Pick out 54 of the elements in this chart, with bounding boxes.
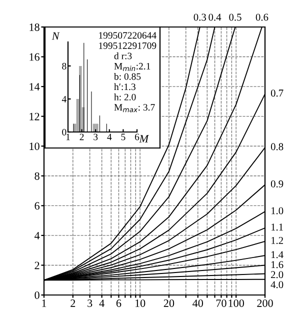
- annotation: d r:3: [114, 52, 132, 60]
- y-tick-label: 14: [30, 83, 40, 90]
- x-tick-label: 6: [134, 134, 140, 140]
- x-tick-label: 10: [135, 299, 146, 307]
- annotation: M$_{max}$: 3.7: [114, 104, 155, 112]
- x-tick-label: 20: [164, 299, 174, 307]
- annotation: h: 2.0: [114, 94, 136, 100]
- y-tick-label: 8: [34, 172, 40, 180]
- series-label: 0.3: [194, 14, 206, 21]
- y-tick-label: 6: [34, 202, 40, 210]
- x-tick-label: 6: [116, 300, 122, 307]
- series-label: 0.6: [256, 14, 268, 21]
- x-tick-label: 5: [121, 134, 126, 140]
- annotation: 199507220644: [99, 32, 156, 39]
- y-tick-label: 8: [62, 62, 66, 70]
- x-tick-label: 4: [107, 134, 112, 140]
- x-tick-label: 1: [66, 134, 70, 140]
- series-label: 1.4: [271, 251, 284, 258]
- series-label: 4.0: [270, 281, 284, 288]
- series-label: 0.9: [270, 180, 284, 188]
- x-tick-label: 3: [94, 134, 98, 140]
- series-label: 2.0: [271, 271, 284, 278]
- x-tick-label: 100: [228, 299, 244, 307]
- x-tick-label: 3: [88, 300, 92, 307]
- annotation: h′:1.3: [114, 83, 136, 90]
- series-label: 1.2: [271, 237, 283, 244]
- y-tick-label: 18: [30, 23, 40, 31]
- annotation: 199512291709: [99, 42, 156, 49]
- y-tick-label: 4: [62, 96, 66, 102]
- y-tick-label: 10: [30, 142, 40, 150]
- series-label: 0.4: [208, 14, 222, 21]
- y-tick-label: 12: [30, 112, 40, 120]
- x-tick-label: 1: [42, 300, 46, 307]
- y-tick-label: 16: [30, 53, 40, 61]
- series-label: 1.0: [271, 207, 284, 214]
- x-tick-label: 4: [99, 300, 104, 307]
- x-tick-label: 200: [257, 299, 273, 307]
- series-label: 1.1: [271, 224, 283, 231]
- y-axis-title: N: [52, 32, 60, 40]
- annotation: b: 0.85: [114, 72, 141, 80]
- x-tick-label: 40: [192, 299, 203, 307]
- y-tick-label: 0: [62, 128, 66, 136]
- series-label: 0.8: [270, 143, 284, 150]
- y-tick-label: 2: [34, 262, 40, 270]
- x-axis-title: M: [139, 135, 150, 142]
- series-label: 0.5: [229, 14, 242, 21]
- y-tick-label: 0: [34, 291, 40, 299]
- annotation: M$_{min}$:2.1: [114, 62, 150, 71]
- series-label: 1.6: [271, 261, 284, 268]
- x-tick-label: 70: [216, 299, 226, 307]
- series-label: 0.7: [270, 90, 284, 97]
- x-tick-label: 2: [70, 300, 76, 307]
- y-tick-label: 4: [34, 232, 40, 240]
- x-tick-label: 2: [80, 134, 84, 140]
